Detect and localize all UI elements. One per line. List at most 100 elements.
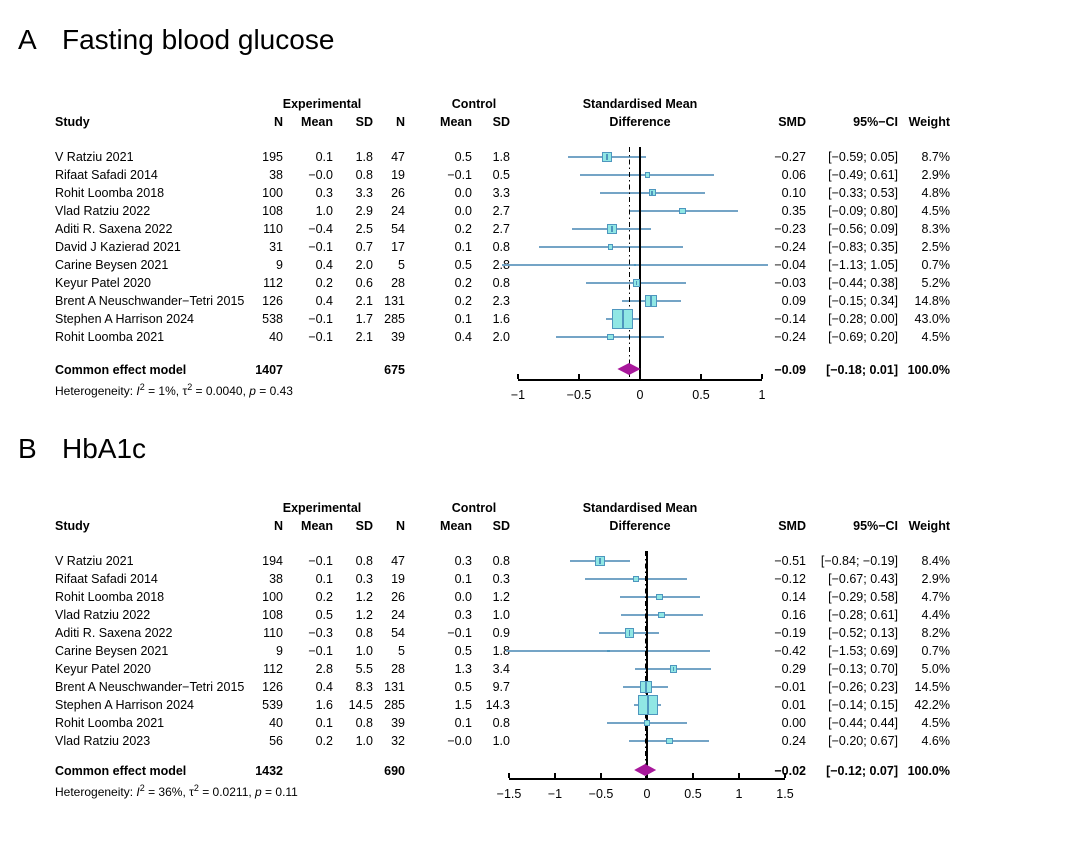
effect-square [607,333,615,341]
ci-value: [−0.59; 0.05] [828,150,898,164]
pooled-effect-ref-line [629,147,631,379]
effect-square [607,649,610,653]
ci-value: [−0.33; 0.53] [828,186,898,200]
ci-value: [−0.14; 0.15] [828,698,898,712]
smd-value: −0.04 [774,258,806,272]
exp-sd: 0.7 [355,240,373,254]
ctrl-n: 5 [398,644,405,658]
ctrl-mean: 1.5 [454,698,472,712]
ctrl-mean: −0.1 [447,626,472,640]
exp-mean: −0.1 [308,240,333,254]
effect-square-center-tick [635,280,638,286]
ctrl-n: 28 [391,662,405,676]
exp-sd: 5.5 [355,662,373,676]
summary-weight: 100.0% [907,363,950,377]
summary-smd: −0.02 [774,764,806,778]
ctrl-sd: 2.8 [493,258,510,273]
ctrl-n: 26 [391,186,405,200]
ctrl-n: 28 [391,276,405,290]
smd-value: 0.10 [781,186,806,200]
exp-sd: 2.1 [355,294,373,308]
ci-value: [−0.15; 0.34] [828,294,898,308]
smd-value: 0.00 [781,716,806,730]
weight-value: 2.9% [921,572,951,586]
study-name: Rohit Loomba 2021 [55,716,165,730]
panel-b-title: B HbA1c [18,433,146,465]
ctrl-n: 24 [391,608,405,622]
exp-sd: 0.8 [355,716,373,730]
axis-tick [784,773,786,778]
exp-sd: 14.5 [348,698,373,712]
exp-mean: 0.4 [315,258,333,272]
exp-sd: 2.0 [355,258,373,272]
exp-mean: 0.2 [315,734,333,748]
exp-mean: 0.4 [315,680,333,694]
ctrl-mean: 0.5 [454,644,472,658]
smd-value: −0.27 [774,150,806,164]
pooled-effect-ref-line [645,551,647,778]
exp-n: 40 [269,330,283,344]
weight-value: 5.2% [921,276,951,290]
weight-value: 4.8% [921,186,951,200]
ci-value: [−0.28; 0.00] [828,312,898,326]
ctrl-n: 32 [391,734,405,748]
exp-n: 108 [262,204,283,218]
ci-value: [−0.26; 0.23] [828,680,898,694]
ci-value: [−0.49; 0.61] [828,168,898,182]
weight-value: 4.5% [921,204,951,218]
exp-n-header: N [273,115,283,129]
study-name: Keyur Patel 2020 [55,662,151,676]
summary-label: Common effect model [55,363,187,377]
ctrl-sd-header: SD [492,115,510,129]
exp-mean: 0.2 [315,276,333,290]
panel-b-letter: B [18,433,37,464]
study-name: Carine Beysen 2021 [55,644,169,658]
ctrl-mean: 0.0 [454,590,472,604]
weight-header: Weight [908,519,950,533]
smd-value: 0.06 [781,168,806,182]
study-name: Rohit Loomba 2021 [55,330,165,344]
weight-value: 2.9% [921,168,951,182]
ctrl-sd: 9.7 [492,680,510,694]
exp-n: 100 [262,186,283,200]
axis-tick [578,374,580,379]
exp-sd: 0.3 [355,572,373,586]
smd-value: 0.29 [781,662,806,676]
ci-value: [−0.29; 0.58] [828,590,898,604]
weight-value: 4.7% [921,590,951,604]
control-group-header: Control [451,501,497,515]
ctrl-sd: 1.0 [492,734,510,748]
ctrl-n: 131 [384,294,405,308]
ctrl-sd: 0.3 [492,572,510,586]
exp-sd: 1.7 [355,312,373,326]
panel-b-title-text: HbA1c [62,433,147,464]
ctrl-sd: 2.7 [492,222,510,236]
ctrl-sd: 1.6 [492,312,510,326]
summary-ctrl-n: 690 [384,764,405,778]
axis-line [518,379,762,381]
experimental-group-header: Experimental [282,501,362,515]
ctrl-n: 19 [391,168,405,182]
exp-sd: 1.0 [355,734,373,748]
ctrl-sd: 1.8 [492,150,510,164]
exp-mean-header: Mean [301,519,333,533]
smd-value: 0.16 [781,608,806,622]
exp-mean: −0.1 [308,644,333,658]
smd-value: −0.24 [774,330,806,344]
summary-ci: [−0.18; 0.01] [826,363,898,377]
ctrl-mean: 0.0 [454,186,472,200]
ctrl-sd: 0.8 [492,276,510,290]
exp-n: 194 [262,554,283,568]
ctrl-mean: 0.5 [454,150,472,164]
ci-value: [−1.13; 1.05] [828,258,898,272]
effect-square-center-tick [645,682,647,692]
exp-n: 539 [262,698,283,712]
ctrl-n: 285 [384,312,405,326]
ctrl-sd: 1.0 [492,608,510,622]
weight-value: 8.3% [921,222,951,236]
axis-tick-label: −0.5 [588,787,614,801]
exp-mean: 0.3 [315,186,333,200]
effect-square [658,611,666,619]
smd-value: −0.23 [774,222,806,236]
panel-a-title: A Fasting blood glucose [18,24,334,56]
